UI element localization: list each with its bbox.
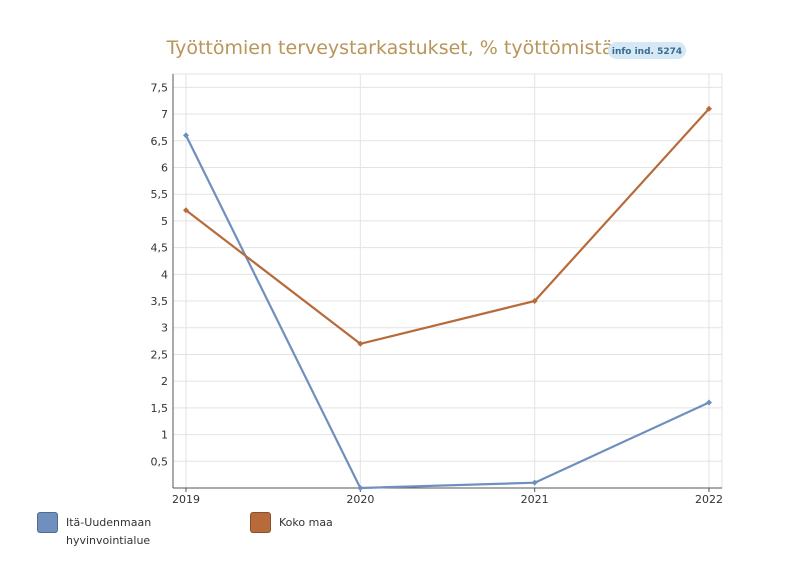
y-tick-label: 3 bbox=[161, 322, 168, 335]
series-line-2[interactable] bbox=[184, 107, 711, 345]
axes: 0,5 1 1,5 2 2,5 3 3,5 4 4,5 5 5,5 6 6,5 7 7,5 2019 2020 2… bbox=[151, 73, 723, 506]
y-tick-label: 6 bbox=[161, 161, 168, 174]
chart-title: Työttömien terveystarkastukset, % työttö… bbox=[165, 37, 613, 59]
legend-item-2[interactable]: Koko maa bbox=[250, 512, 333, 533]
grid bbox=[173, 74, 722, 488]
legend-label-1: Itä-Uudenmaan hyvinvointialue bbox=[66, 516, 152, 547]
x-tick-label: 2021 bbox=[521, 493, 549, 506]
y-tick-label: 3,5 bbox=[151, 295, 169, 308]
plot-frame bbox=[172, 73, 723, 489]
y-tick-label: 4 bbox=[161, 268, 168, 281]
y-tick-label: 2 bbox=[161, 375, 168, 388]
legend-swatch-2[interactable] bbox=[250, 512, 271, 533]
legend-swatch-1[interactable] bbox=[37, 512, 58, 533]
data-point-s1-2020[interactable] bbox=[357, 485, 364, 491]
data-point-s1-2021[interactable] bbox=[531, 479, 538, 486]
y-tick-label: 1,5 bbox=[151, 402, 169, 415]
x-tick-label: 2019 bbox=[172, 493, 200, 506]
y-tick-label: 7 bbox=[161, 108, 168, 121]
x-tick-label: 2020 bbox=[346, 493, 374, 506]
legend-item-1[interactable]: Itä-Uudenmaan hyvinvointialue bbox=[37, 512, 151, 550]
data-point-s2-2020[interactable] bbox=[357, 340, 364, 347]
y-tick-label: 5 bbox=[161, 215, 168, 228]
y-tick-label: 4,5 bbox=[151, 242, 169, 255]
data-point-s1-2022[interactable] bbox=[706, 399, 712, 406]
y-tick-label: 6,5 bbox=[151, 135, 169, 148]
y-tick-label: 5,5 bbox=[151, 188, 169, 201]
info-badge[interactable]: info ind. 5274 bbox=[608, 42, 686, 59]
series bbox=[183, 105, 712, 491]
y-tick-label: 7,5 bbox=[151, 81, 169, 94]
y-tick-label: 0,5 bbox=[151, 455, 169, 468]
data-point-s2-2019[interactable] bbox=[183, 207, 189, 214]
y-tick-label: 1 bbox=[161, 429, 168, 442]
series-line-1[interactable] bbox=[184, 134, 711, 490]
data-point-s1-2019[interactable] bbox=[183, 132, 189, 139]
y-tick-label: 2,5 bbox=[151, 348, 169, 361]
x-tick-label: 2022 bbox=[695, 493, 723, 506]
info-badge-label[interactable]: info ind. 5274 bbox=[612, 47, 682, 57]
data-point-s2-2022[interactable] bbox=[706, 105, 712, 112]
data-point-s2-2021[interactable] bbox=[531, 298, 538, 305]
info-badge-background[interactable] bbox=[608, 42, 686, 59]
legend-label-2: Koko maa bbox=[279, 516, 333, 529]
